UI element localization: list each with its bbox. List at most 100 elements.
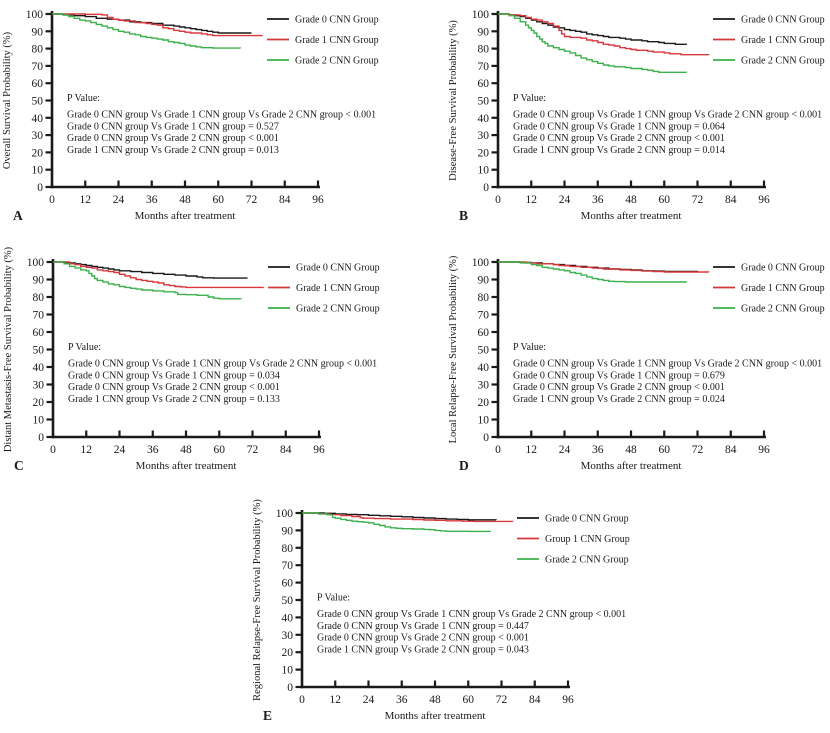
km-plot-svg: 0 10 20 30 40 50 60 70 80 90 100 0 12 24 36 48 60 72 84 96 D… — [3, 246, 380, 473]
p-value-line: Grade 0 CNN group Vs Grade 1 CNN group =… — [513, 370, 725, 381]
km-curve-grade1 — [53, 261, 265, 289]
x-tick-label: 72 — [692, 194, 704, 206]
p-value-header: P Value: — [68, 342, 101, 353]
km-panel-d: 0 10 20 30 40 50 60 70 80 90 100 0 12 24 36 48 60 72 84 96 L… — [415, 243, 830, 490]
y-tick-label: 80 — [33, 292, 45, 304]
x-tick-label: 0 — [50, 444, 56, 456]
y-tick-label: 70 — [33, 310, 45, 322]
x-tick-label: 36 — [592, 194, 604, 206]
panel-letter: B — [459, 208, 468, 223]
legend-label: Grade 2 CNN Group — [545, 555, 629, 566]
p-value-header: P Value: — [513, 342, 546, 353]
km-curve-grade0 — [53, 261, 248, 279]
y-tick-label: 0 — [37, 182, 43, 194]
x-tick-label: 12 — [526, 194, 538, 206]
p-value-line: Grade 0 CNN group Vs Grade 1 CNN group =… — [513, 121, 725, 132]
y-tick-label: 50 — [32, 96, 44, 108]
x-axis-label: Months after treatment — [581, 210, 682, 222]
legend-label: Grade 2 CNN Group — [295, 56, 379, 67]
y-tick-label: 0 — [483, 432, 489, 444]
p-value-line: Grade 0 CNN group Vs Grade 2 CNN group <… — [513, 382, 725, 393]
y-tick-label: 100 — [27, 257, 45, 269]
y-tick-label: 50 — [478, 96, 490, 108]
legend-label: Grade 0 CNN Group — [741, 263, 825, 274]
x-tick-label: 60 — [659, 444, 671, 456]
y-tick-label: 20 — [32, 147, 44, 159]
x-tick-label: 60 — [214, 444, 226, 456]
p-value-line: Grade 1 CNN group Vs Grade 2 CNN group =… — [513, 145, 725, 156]
p-value-line: Grade 0 CNN group Vs Grade 1 CNN group =… — [317, 621, 529, 632]
p-value-header: P Value: — [317, 593, 350, 604]
p-value-line: Grade 0 CNN group Vs Grade 2 CNN group <… — [317, 633, 529, 644]
km-panel-c: 0 10 20 30 40 50 60 70 80 90 100 0 12 24 36 48 60 72 84 96 D… — [0, 243, 415, 490]
y-tick-label: 40 — [282, 612, 294, 624]
y-axis-label: Local Relapse-Free Survival Probability … — [448, 255, 459, 443]
km-curve-grade1 — [498, 261, 710, 273]
km-curve-grade1 — [498, 13, 710, 56]
y-tick-label: 10 — [32, 165, 44, 177]
panel-letter: D — [459, 458, 469, 473]
y-tick-label: 20 — [33, 397, 45, 409]
y-tick-label: 70 — [32, 61, 44, 73]
x-tick-label: 12 — [330, 694, 342, 706]
y-tick-label: 70 — [478, 310, 490, 322]
y-tick-label: 60 — [33, 327, 45, 339]
km-plot-svg: 0 10 20 30 40 50 60 70 80 90 100 0 12 24 36 48 60 72 84 96 L… — [448, 255, 825, 473]
y-tick-label: 60 — [282, 578, 294, 590]
p-value-header: P Value: — [67, 93, 100, 104]
km-plot-svg: 0 10 20 30 40 50 60 70 80 90 100 0 12 24 36 48 60 72 84 96 D… — [448, 9, 825, 223]
y-tick-label: 100 — [26, 9, 44, 21]
p-value-line: Grade 0 CNN group Vs Grade 1 CNN group V… — [513, 110, 822, 121]
x-tick-label: 0 — [495, 194, 501, 206]
y-tick-label: 20 — [478, 147, 490, 159]
x-tick-label: 0 — [495, 444, 501, 456]
x-tick-label: 36 — [592, 444, 604, 456]
y-tick-label: 40 — [32, 113, 44, 125]
legend-label: Grade 2 CNN Group — [741, 56, 825, 67]
y-tick-label: 10 — [478, 165, 490, 177]
x-tick-label: 96 — [562, 694, 574, 706]
x-tick-label: 96 — [758, 194, 770, 206]
legend-label: Grade 2 CNN Group — [741, 304, 825, 315]
y-tick-label: 60 — [478, 327, 490, 339]
km-curve-grade1 — [52, 13, 263, 37]
x-tick-label: 84 — [725, 194, 737, 206]
y-axis-label: Regional Relapse-Free Survival Probabili… — [252, 499, 263, 701]
legend-label: Grade 1 CNN Group — [295, 35, 379, 46]
x-tick-label: 36 — [396, 694, 408, 706]
x-tick-label: 12 — [81, 444, 93, 456]
y-tick-label: 20 — [478, 397, 490, 409]
p-value-line: Grade 0 CNN group Vs Grade 2 CNN group <… — [68, 382, 280, 393]
km-curve-grade1 — [302, 512, 514, 523]
y-tick-label: 90 — [32, 26, 44, 38]
y-tick-label: 90 — [33, 275, 45, 287]
legend-label: Group 1 CNN Group — [545, 534, 630, 545]
km-curve-grade0 — [302, 512, 497, 521]
x-tick-label: 36 — [147, 444, 159, 456]
y-tick-label: 30 — [478, 380, 490, 392]
x-tick-label: 48 — [625, 444, 637, 456]
y-tick-label: 30 — [33, 380, 45, 392]
y-tick-label: 40 — [478, 113, 490, 125]
x-tick-label: 72 — [246, 194, 258, 206]
y-tick-label: 90 — [478, 275, 490, 287]
p-value-line: Grade 1 CNN group Vs Grade 2 CNN group =… — [317, 644, 529, 655]
p-value-line: Grade 0 CNN group Vs Grade 1 CNN group V… — [317, 609, 626, 620]
x-tick-label: 0 — [49, 194, 55, 206]
x-tick-label: 84 — [280, 444, 292, 456]
p-value-line: Grade 0 CNN group Vs Grade 2 CNN group <… — [513, 133, 725, 144]
y-axis-label: Distant Metastasis-Free Survival Probabi… — [3, 246, 14, 452]
y-tick-label: 90 — [282, 525, 294, 537]
y-tick-label: 10 — [478, 415, 490, 427]
y-tick-label: 30 — [282, 630, 294, 642]
km-curve-grade2 — [52, 13, 242, 49]
p-value-line: Grade 0 CNN group Vs Grade 1 CNN group V… — [513, 359, 822, 370]
km-plot-svg: 0 10 20 30 40 50 60 70 80 90 100 0 12 24 36 48 60 72 84 96 R… — [252, 499, 630, 723]
x-tick-label: 84 — [529, 694, 541, 706]
legend-label: Grade 1 CNN Group — [741, 35, 825, 46]
y-tick-label: 70 — [282, 560, 294, 572]
x-tick-label: 84 — [725, 444, 737, 456]
km-panel-b: 0 10 20 30 40 50 60 70 80 90 100 0 12 24 36 48 60 72 84 96 D… — [415, 0, 830, 243]
km-curve-grade2 — [53, 261, 242, 300]
